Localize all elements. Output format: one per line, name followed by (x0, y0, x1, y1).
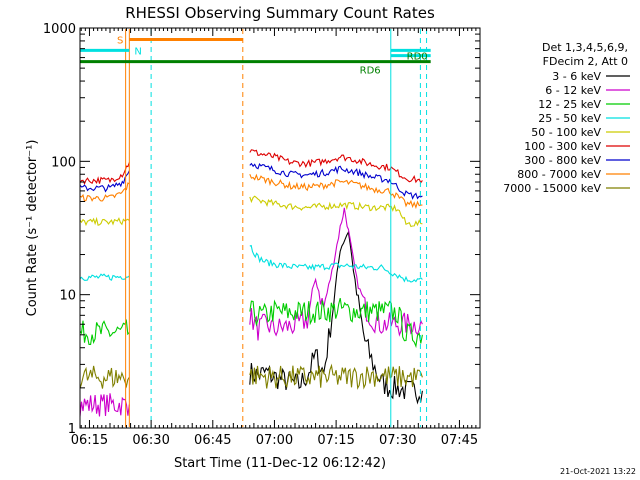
x-tick-label-7: 07:45 (441, 433, 478, 448)
legend-label-6: 100 - 300 keV (524, 140, 601, 153)
series-line-7-segment-1 (79, 170, 130, 193)
flag-label-rd0: RD0 (407, 52, 428, 63)
legend-header-line-2: FDecim 2, Att 0 (543, 55, 628, 68)
x-tick-label-6: 07:30 (379, 433, 416, 448)
legend-label-9: 7000 - 15000 keV (503, 182, 601, 195)
x-tick-label-3: 06:45 (194, 433, 231, 448)
x-tick-label-4: 07:00 (256, 433, 293, 448)
axes-layer: 06:15 06:30 06:45 07:00 07:15 07:30 07:45 1 10 10… (43, 22, 481, 448)
legend-label-3: 12 - 25 keV (538, 98, 601, 111)
chart-title: RHESSI Observing Summary Count Rates (125, 4, 435, 22)
legend-label-7: 300 - 800 keV (524, 154, 601, 167)
series-line-6-segment-2 (249, 149, 423, 184)
legend-label-4: 25 - 50 keV (538, 112, 601, 125)
legend-label-1: 3 - 6 keV (552, 70, 601, 83)
y-tick-label-1: 1 (68, 422, 76, 437)
series-line-9-segment-2 (249, 363, 423, 390)
flag-label-s: S (117, 35, 123, 46)
series-line-3-segment-2 (249, 297, 423, 349)
series-line-8-segment-1 (79, 182, 130, 202)
series-line-5-segment-2 (249, 195, 423, 228)
y-tick-label-2: 10 (59, 289, 76, 304)
series-layer (79, 149, 423, 417)
series-line-5-segment-1 (79, 216, 130, 227)
series-line-8-segment-2 (249, 173, 423, 210)
legend-label-2: 6 - 12 keV (545, 84, 601, 97)
legend-label-5: 50 - 100 keV (531, 126, 601, 139)
series-line-4-segment-2 (249, 244, 423, 283)
legend-label-8: 800 - 7000 keV (517, 168, 601, 181)
x-tick-label-2: 06:30 (132, 433, 169, 448)
series-line-6-segment-1 (79, 162, 130, 185)
x-tick-label-1: 06:15 (71, 433, 108, 448)
legend: Det 1,3,4,5,6,9,FDecim 2, Att 0 3 - 6 keV… (503, 41, 630, 195)
legend-header-line-1: Det 1,3,4,5,6,9, (542, 41, 628, 54)
plot-frame (79, 27, 481, 429)
series-line-3-segment-1 (79, 318, 130, 345)
y-tick-label-3: 100 (51, 155, 76, 170)
series-line-4-segment-1 (79, 273, 130, 281)
series-line-2-segment-1 (79, 393, 130, 417)
flag-label-n: N (134, 46, 141, 57)
series-line-7-segment-2 (249, 162, 423, 200)
series-line-1-segment-1 (249, 230, 423, 405)
x-axis-label: Start Time (11-Dec-12 06:12:42) (174, 456, 386, 471)
flags-layer: SN RD0 RD6 (80, 35, 431, 77)
flag-label-rd6: RD6 (360, 66, 381, 77)
y-tick-label-4: 1000 (43, 22, 76, 37)
series-line-9-segment-1 (79, 365, 130, 389)
footer-date: 21-Oct-2021 13:22 (560, 467, 636, 476)
y-axis-label: Count Rate (s⁻¹ detector⁻¹) (25, 140, 40, 317)
x-tick-label-5: 07:15 (317, 433, 354, 448)
